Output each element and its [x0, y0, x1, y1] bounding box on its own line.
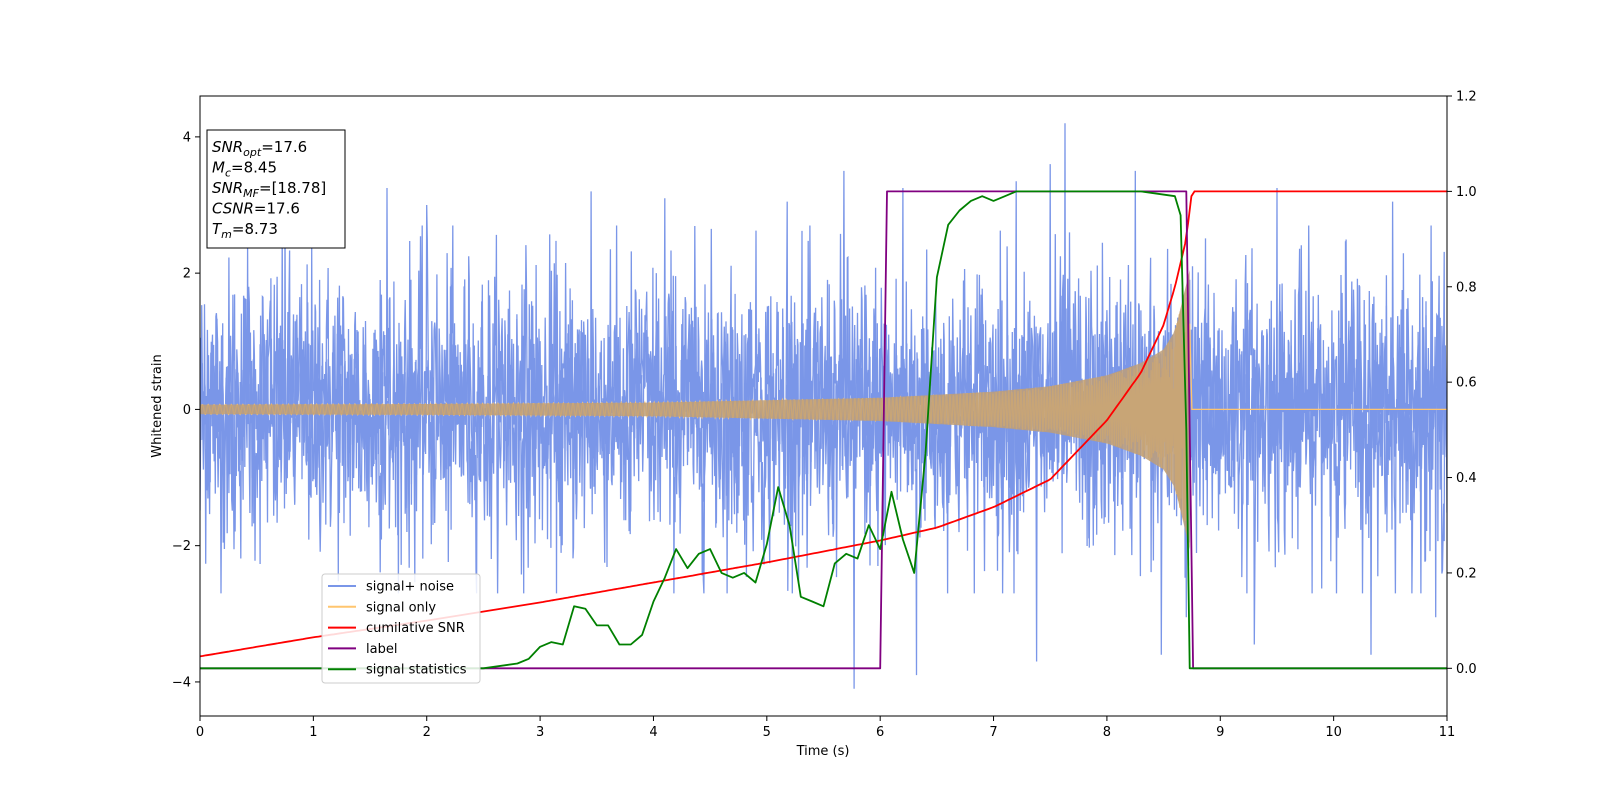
y-tick-label-right: 0.2 [1456, 566, 1477, 581]
x-tick-label: 1 [309, 725, 317, 740]
y-tick-label-right: 0.6 [1456, 376, 1477, 391]
x-tick-label: 2 [423, 725, 431, 740]
y-tick-label-right: 1.0 [1456, 185, 1477, 200]
series-signal-statistics [200, 190, 1447, 670]
series-signal-noise [200, 123, 1447, 689]
x-tick-label: 6 [876, 725, 884, 740]
x-tick-label: 0 [196, 725, 204, 740]
axes: 0 1 2 3 4 5 6 7 8 9 10 11 −4 −2 0 2 4 0.0 0.2 0.4 0.6 0.8 1.0 1… [172, 90, 1477, 741]
x-tick-label: 3 [536, 725, 544, 740]
x-tick-label: 11 [1439, 725, 1456, 740]
info-line: SNRMF=[18.78] [212, 179, 326, 200]
legend-frame [321, 573, 481, 684]
y-tick-label-left: −2 [172, 539, 191, 554]
legend-items: signal+ noise signal only cumilative SNR la… [328, 580, 467, 678]
y-tick-label-left: 4 [183, 130, 191, 145]
y-tick-label-right: 0.8 [1456, 280, 1477, 295]
info-line: Tm=8.73 [212, 220, 278, 241]
y-tick-label-right: 0.4 [1456, 471, 1477, 486]
legend-label: cumilative SNR [366, 621, 465, 636]
x-tick-label: 10 [1325, 725, 1342, 740]
y-axis-label: Whitened strain [150, 354, 165, 457]
series-signal-noise-core [200, 239, 1447, 571]
legend-label: signal only [366, 600, 436, 615]
info-line: Mc=8.45 [212, 159, 277, 180]
legend: signal+ noise signal only cumilative SNR la… [321, 573, 481, 684]
y-tick-label-right: 1.2 [1456, 90, 1477, 105]
info-line: CSNR=17.6 [212, 200, 300, 218]
info-box: SNRopt=17.6Mc=8.45SNRMF=[18.78]CSNR=17.6… [206, 129, 346, 249]
plot-frame [199, 95, 1448, 717]
x-tick-label: 4 [649, 725, 657, 740]
plot-series [200, 123, 1447, 689]
x-tick-label: 7 [989, 725, 997, 740]
legend-label: signal statistics [366, 663, 467, 678]
x-tick-label: 9 [1216, 725, 1224, 740]
x-axis-label: Time (s) [796, 744, 850, 759]
y-tick-label-left: 0 [183, 403, 191, 418]
legend-label: label [366, 642, 397, 657]
y-tick-label-right: 0.0 [1456, 662, 1477, 677]
y-tick-label-left: 2 [183, 267, 191, 282]
x-tick-label: 5 [763, 725, 771, 740]
series-signal-overlap [200, 269, 1190, 550]
x-tick-label: 8 [1103, 725, 1111, 740]
legend-label: signal+ noise [366, 580, 454, 595]
y-tick-label-left: −4 [172, 675, 191, 690]
info-line: SNRopt=17.6 [212, 138, 307, 159]
info-lines: SNRopt=17.6Mc=8.45SNRMF=[18.78]CSNR=17.6… [212, 138, 326, 241]
info-box-frame [206, 129, 346, 249]
